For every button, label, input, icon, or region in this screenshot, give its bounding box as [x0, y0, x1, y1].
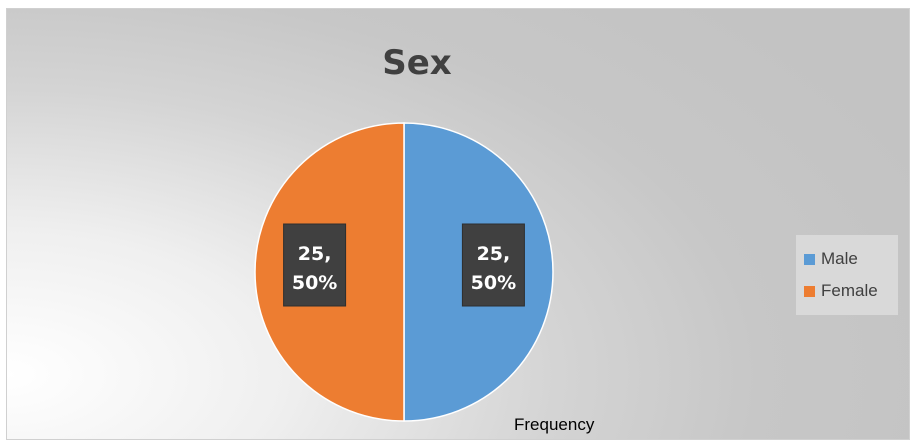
legend-item-female: Female	[804, 275, 898, 307]
pie-chart: 25,50%25,50%	[254, 122, 554, 422]
legend-swatch-male	[804, 253, 815, 265]
legend-label-female: Female	[821, 281, 878, 300]
legend-label-male: Male	[821, 249, 858, 268]
data-label-box	[283, 223, 347, 307]
legend-swatch-female	[804, 285, 815, 297]
data-label-box	[461, 223, 525, 307]
chart-area: Sex 25, 50% 25, 50% Male Female Frequency	[6, 8, 910, 440]
data-label-percent: 50%	[471, 272, 516, 294]
data-label-female: 25,50%	[283, 223, 347, 307]
data-label-male: 25,50%	[461, 223, 525, 307]
legend: Male Female	[796, 235, 898, 315]
data-label-value: 25,	[298, 243, 332, 265]
chart-title: Sex	[382, 43, 452, 83]
legend-item-male: Male	[804, 243, 898, 275]
data-label-percent: 50%	[292, 272, 337, 294]
data-label-value: 25,	[477, 243, 511, 265]
frequency-label: Frequency	[514, 415, 595, 434]
